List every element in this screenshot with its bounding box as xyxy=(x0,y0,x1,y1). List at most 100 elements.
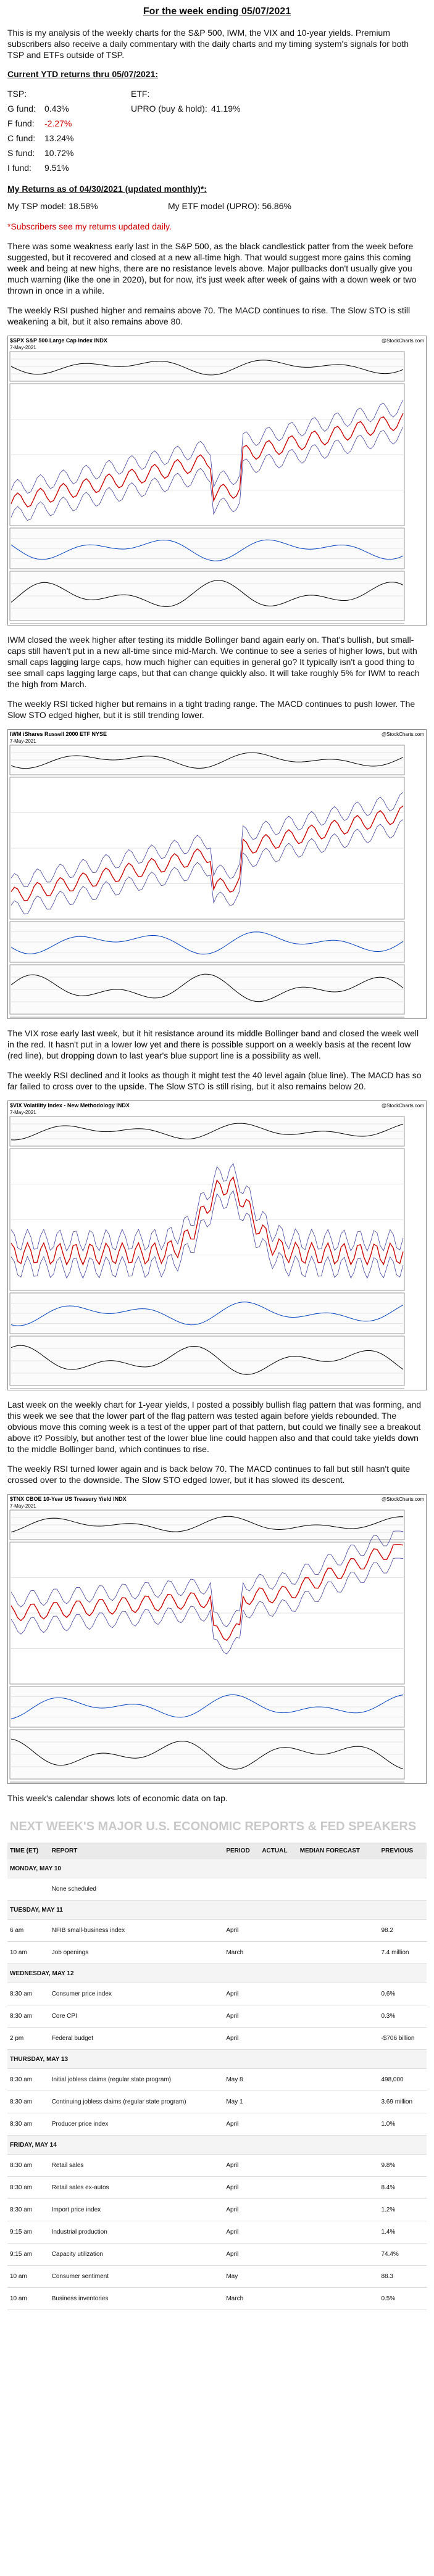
column-header: PERIOD xyxy=(223,1843,260,1859)
median xyxy=(297,2068,379,2091)
date-axis xyxy=(10,1388,404,1389)
panel-line xyxy=(10,805,404,901)
actual xyxy=(259,2265,298,2288)
calendar-body: MONDAY, MAY 10 None scheduled TUESDAY, MAY… xyxy=(7,1859,427,2310)
period: April xyxy=(223,1919,260,1942)
actual xyxy=(259,2176,298,2199)
day-row: MONDAY, MAY 10 xyxy=(7,1859,427,1878)
paragraph: The weekly RSI ticked higher but remains… xyxy=(7,699,415,720)
panel-line xyxy=(10,931,404,955)
report: Business inventories xyxy=(49,2287,224,2310)
calendar-table: TIME (ET) REPORT PERIOD ACTUAL MEDIAN FORECA… xyxy=(7,1843,427,2310)
report-row: 8:30 am Consumer price index April 0.6% xyxy=(7,1983,427,2005)
bollinger-upper xyxy=(10,792,404,888)
report: Federal budget xyxy=(49,2027,224,2050)
previous: -$706 billion xyxy=(378,2027,427,2050)
day-row: THURSDAY, MAY 13 xyxy=(7,2049,427,2069)
date-axis xyxy=(10,1017,404,1018)
column-header: TIME (ET) xyxy=(7,1843,49,1859)
median xyxy=(297,2287,379,2310)
time: 2 pm xyxy=(7,2027,49,2050)
column-header: MEDIAN FORECAST xyxy=(297,1843,379,1859)
actual xyxy=(259,2091,298,2113)
report-row: 8:30 am Retail sales ex-autos April 8.4% xyxy=(7,2176,427,2199)
bollinger-upper xyxy=(10,399,404,494)
cell-empty xyxy=(7,1878,49,1901)
date-axis xyxy=(10,623,404,624)
chart-name: $TNX CBOE 10-Year US Treasury Yield INDX xyxy=(10,1496,127,1502)
previous: 88.3 xyxy=(378,2265,427,2288)
previous: 74.4% xyxy=(378,2243,427,2266)
day-label: THURSDAY, MAY 13 xyxy=(7,2049,427,2069)
report-row: 2 pm Federal budget April -$706 billion xyxy=(7,2027,427,2050)
median xyxy=(297,2027,379,2050)
intro: This is my analysis of the weekly charts… xyxy=(7,28,409,60)
date-axis xyxy=(10,1781,404,1783)
panel-line xyxy=(10,413,404,508)
previous: 8.4% xyxy=(378,2176,427,2199)
panel-line xyxy=(10,1516,403,1533)
day-row: WEDNESDAY, MAY 12 xyxy=(7,1963,427,1983)
period: May 1 xyxy=(223,2091,260,2113)
calendar-header: TIME (ET) REPORT PERIOD ACTUAL MEDIAN FORECA… xyxy=(7,1843,427,1859)
actual xyxy=(259,1941,298,1964)
report-row: 8:30 am Import price index April 1.2% xyxy=(7,2198,427,2221)
calendar-title: NEXT WEEK'S MAJOR U.S. ECONOMIC REPORTS … xyxy=(7,1812,427,1843)
fund-label: I fund: xyxy=(7,163,31,173)
panel-line xyxy=(10,1345,404,1375)
day-label: FRIDAY, MAY 14 xyxy=(7,2135,427,2155)
median xyxy=(297,2154,379,2177)
etf-label: ETF: xyxy=(131,89,150,99)
chart-date: 7-May-2021 xyxy=(10,345,36,350)
fund-list: G fund: 0.43% UPRO (buy & hold): 41.19% F fu… xyxy=(7,101,427,175)
report: Producer price index xyxy=(49,2113,224,2136)
column-header: ACTUAL xyxy=(259,1843,298,1859)
panel-line xyxy=(10,1176,404,1266)
paragraph: There was some weakness early last in th… xyxy=(7,241,417,295)
fund-value: -2.27% xyxy=(44,118,72,128)
fund-label: S fund: xyxy=(7,148,35,158)
fund-value: 9.51% xyxy=(44,163,69,173)
time: 8:30 am xyxy=(7,2113,49,2136)
chart-date: 7-May-2021 xyxy=(10,1503,36,1509)
chart-source: @StockCharts.com xyxy=(382,1103,424,1108)
returns-note: *Subscribers see my returns updated dail… xyxy=(7,221,172,231)
day-label: MONDAY, MAY 10 xyxy=(7,1859,427,1878)
ytd-heading: Current YTD returns thru 05/07/2021: xyxy=(7,69,159,79)
report: Retail sales xyxy=(49,2154,224,2177)
tsp-return: My TSP model: 18.58% xyxy=(7,201,98,211)
median xyxy=(297,2113,379,2136)
chart-date: 7-May-2021 xyxy=(10,1110,36,1115)
bollinger-lower xyxy=(10,1190,404,1279)
median xyxy=(297,2198,379,2221)
chart-source: @StockCharts.com xyxy=(382,732,424,737)
time: 6 am xyxy=(7,1919,49,1942)
period: April xyxy=(223,2176,260,2199)
report-row: 6 am NFIB small-business index April 98.2 xyxy=(7,1919,427,1942)
panel-line xyxy=(10,1544,404,1641)
previous: 498,000 xyxy=(378,2068,427,2091)
paragraph: The weekly RSI turned lower again and is… xyxy=(7,1464,411,1485)
report-row: 10 am Consumer sentiment May 88.3 xyxy=(7,2265,427,2288)
report-row: None scheduled xyxy=(7,1878,427,1901)
fund-value: 10.72% xyxy=(44,148,74,158)
day-row: FRIDAY, MAY 14 xyxy=(7,2135,427,2155)
chart-source: @StockCharts.com xyxy=(382,1496,424,1502)
actual xyxy=(259,2113,298,2136)
report: Capacity utilization xyxy=(49,2243,224,2266)
fund-label: G fund: xyxy=(7,104,36,114)
calendar: NEXT WEEK'S MAJOR U.S. ECONOMIC REPORTS … xyxy=(7,1812,427,2310)
fund-row: I fund: 9.51% xyxy=(7,160,427,175)
report-row: 8:30 am Core CPI April 0.3% xyxy=(7,2005,427,2028)
chart-name: $VIX Volatility Index - New Methodology … xyxy=(10,1102,130,1108)
previous: 9.8% xyxy=(378,2154,427,2177)
actual xyxy=(259,2027,298,2050)
actual xyxy=(259,2287,298,2310)
fund-row: G fund: 0.43% UPRO (buy & hold): 41.19% xyxy=(7,101,427,116)
paragraph: The weekly RSI declined and it looks as … xyxy=(7,1070,422,1091)
day-row: TUESDAY, MAY 11 xyxy=(7,1900,427,1920)
report-row: 9:15 am Capacity utilization April 74.4% xyxy=(7,2243,427,2266)
period: April xyxy=(223,2005,260,2028)
bollinger-lower xyxy=(10,819,404,915)
chart-image: $VIX Volatility Index - New Methodology … xyxy=(7,1100,427,1390)
